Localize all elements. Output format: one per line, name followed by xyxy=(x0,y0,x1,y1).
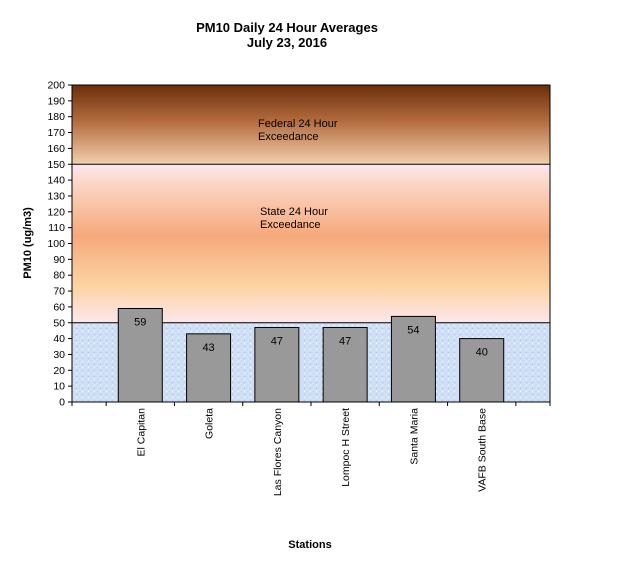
x-tick-label: El Capitan xyxy=(135,408,147,457)
y-tick-label: 80 xyxy=(53,270,65,282)
state-exceedance-band xyxy=(72,164,550,323)
y-tick-label: 180 xyxy=(47,111,65,123)
y-tick-label: 190 xyxy=(47,95,65,107)
chart-title: PM10 Daily 24 Hour Averages xyxy=(196,20,378,35)
state-band-label: State 24 Hour Exceedance xyxy=(260,206,328,231)
y-tick-label: 150 xyxy=(47,159,65,171)
bar xyxy=(254,327,300,403)
y-tick-label: 0 xyxy=(59,397,65,409)
x-tick-label: Lompoc H Street xyxy=(340,408,352,487)
y-tick-label: 30 xyxy=(53,349,65,361)
data-label: 59 xyxy=(134,316,146,328)
x-tick-label: Las Flores Canyon xyxy=(272,408,284,496)
y-tick-label: 50 xyxy=(53,317,65,329)
y-tick-label: 40 xyxy=(53,333,65,345)
federal-band-label: Federal 24 Hour Exceedance xyxy=(258,118,338,143)
bar xyxy=(186,333,232,403)
x-tick-label: Goleta xyxy=(204,408,216,439)
bar xyxy=(390,315,436,403)
y-axis-label: PM10 (ug/m3) xyxy=(22,207,34,279)
x-axis-label: Stations xyxy=(288,539,332,551)
y-tick-label: 140 xyxy=(47,175,65,187)
y-tick-label: 200 xyxy=(47,80,65,92)
x-tick-label: VAFB South Base xyxy=(477,408,489,492)
y-tick-label: 110 xyxy=(48,222,65,234)
y-tick-label: 170 xyxy=(47,127,65,139)
x-tick-label: Santa Maria xyxy=(408,408,420,465)
y-tick-label: 20 xyxy=(53,365,65,377)
data-label: 54 xyxy=(407,324,419,336)
y-tick-label: 70 xyxy=(53,286,65,298)
y-tick-label: 60 xyxy=(53,301,65,313)
y-tick-label: 100 xyxy=(47,238,65,250)
y-tick-label: 10 xyxy=(53,381,65,393)
y-tick-label: 130 xyxy=(47,190,65,202)
data-label: 43 xyxy=(202,342,214,354)
bar xyxy=(459,338,505,403)
data-label: 47 xyxy=(271,336,283,348)
data-label: 47 xyxy=(339,336,351,348)
bar xyxy=(322,327,368,403)
y-tick-label: 90 xyxy=(53,254,65,266)
chart-subtitle: July 23, 2016 xyxy=(246,35,328,50)
federal-exceedance-band xyxy=(72,85,550,165)
bar xyxy=(117,307,163,403)
y-tick-label: 160 xyxy=(47,143,65,155)
data-label: 40 xyxy=(476,347,488,359)
y-tick-label: 120 xyxy=(47,206,65,218)
